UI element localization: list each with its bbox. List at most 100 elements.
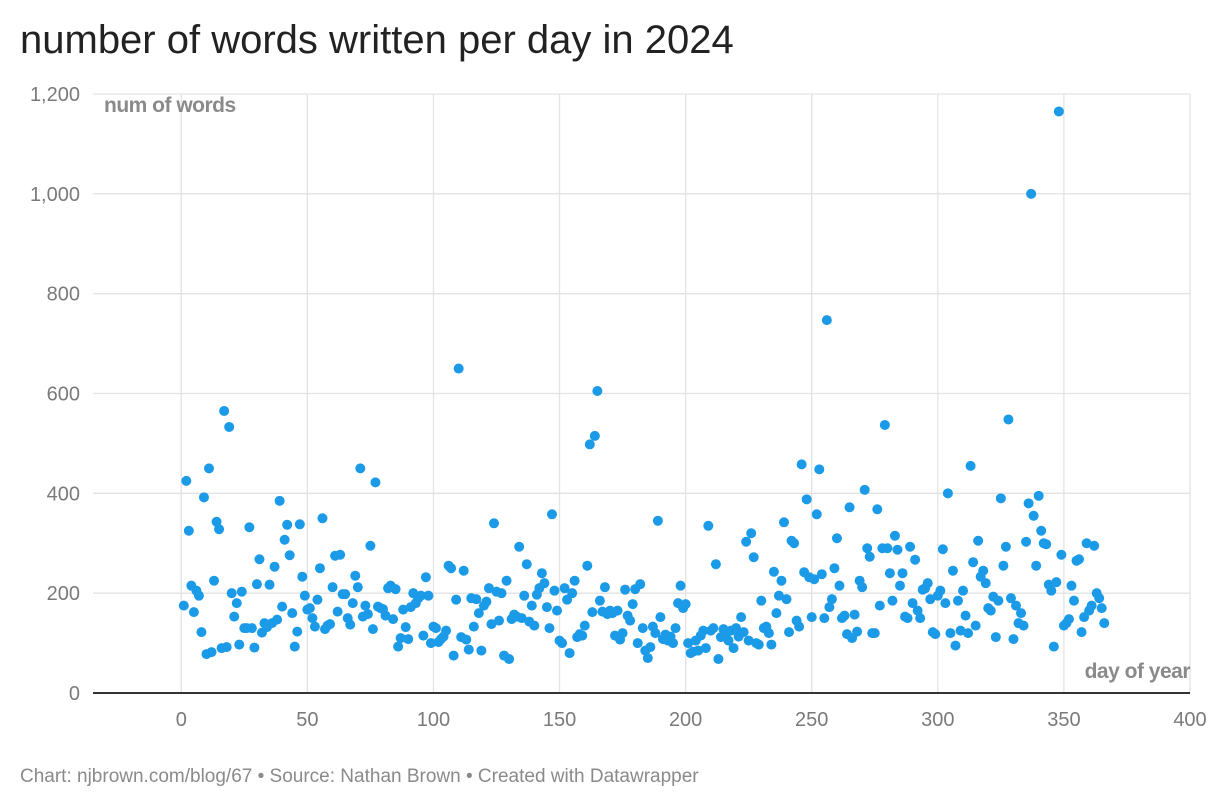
- x-tick-label: 300: [921, 709, 954, 731]
- data-point: [1099, 618, 1110, 629]
- data-point: [420, 572, 431, 583]
- data-point: [650, 628, 661, 639]
- data-point: [577, 630, 588, 641]
- data-point: [473, 608, 484, 619]
- data-point: [789, 538, 800, 549]
- data-point: [892, 544, 903, 555]
- y-tick-label: 1,200: [30, 84, 80, 106]
- data-point: [335, 549, 346, 560]
- data-point: [400, 622, 411, 633]
- x-tick-label: 0: [176, 709, 187, 731]
- data-point: [231, 598, 242, 609]
- data-point: [307, 613, 318, 624]
- data-point: [905, 541, 916, 552]
- data-point: [816, 569, 827, 580]
- data-point: [683, 638, 694, 649]
- data-point: [476, 645, 487, 656]
- data-point: [1096, 603, 1107, 614]
- data-point: [668, 638, 679, 649]
- data-point: [1008, 634, 1019, 645]
- data-point: [360, 600, 371, 611]
- data-point: [453, 363, 464, 374]
- data-point: [869, 628, 880, 639]
- data-point: [741, 536, 752, 547]
- data-points: [178, 106, 1110, 665]
- data-point: [781, 594, 792, 605]
- data-point: [859, 484, 870, 495]
- data-point: [557, 638, 568, 649]
- data-point: [1036, 525, 1047, 536]
- data-point: [980, 578, 991, 589]
- data-point: [393, 641, 404, 652]
- data-point: [496, 588, 507, 599]
- data-point: [887, 595, 898, 606]
- data-point: [778, 517, 789, 528]
- data-point: [915, 613, 926, 624]
- data-point: [468, 621, 479, 632]
- data-point: [183, 525, 194, 536]
- data-point: [287, 608, 298, 619]
- data-point: [642, 653, 653, 664]
- data-point: [294, 519, 305, 530]
- data-point: [587, 607, 598, 618]
- data-point: [304, 603, 315, 614]
- data-point: [612, 605, 623, 616]
- data-point: [463, 644, 474, 655]
- data-point: [350, 570, 361, 581]
- y-tick-label: 800: [47, 284, 80, 306]
- data-point: [269, 561, 280, 572]
- data-point: [945, 628, 956, 639]
- data-point: [415, 590, 426, 601]
- y-tick-label: 0: [69, 683, 80, 705]
- data-point: [345, 619, 356, 630]
- data-point: [985, 605, 996, 616]
- data-point: [592, 386, 603, 397]
- data-point: [423, 590, 434, 601]
- data-point: [965, 460, 976, 471]
- data-point: [814, 464, 825, 475]
- x-tick-label: 350: [1047, 709, 1080, 731]
- data-point: [874, 600, 885, 611]
- data-point: [458, 565, 469, 576]
- data-point: [675, 580, 686, 591]
- data-point: [902, 613, 913, 624]
- data-point: [529, 620, 540, 631]
- data-point: [852, 626, 863, 637]
- data-point: [481, 596, 492, 607]
- data-point: [209, 575, 220, 586]
- data-point: [494, 615, 505, 626]
- data-point: [723, 635, 734, 646]
- data-point: [756, 595, 767, 606]
- y-axis-title: num of words: [104, 94, 236, 117]
- data-point: [1094, 593, 1105, 604]
- data-point: [544, 623, 555, 634]
- data-point: [930, 629, 941, 640]
- data-point: [990, 632, 1001, 643]
- data-point: [897, 568, 908, 579]
- data-point: [879, 419, 890, 430]
- data-point: [1051, 577, 1062, 588]
- data-point: [973, 535, 984, 546]
- data-point: [834, 580, 845, 591]
- data-point: [403, 634, 414, 645]
- data-point: [1076, 627, 1087, 638]
- data-point: [1063, 614, 1074, 625]
- data-point: [1028, 510, 1039, 521]
- data-point: [910, 554, 921, 565]
- data-point: [743, 635, 754, 646]
- data-point: [584, 439, 595, 450]
- data-point: [282, 519, 293, 530]
- data-point: [884, 568, 895, 579]
- data-point: [1089, 540, 1100, 551]
- data-point: [355, 463, 366, 474]
- data-point: [178, 600, 189, 611]
- data-point: [1056, 549, 1067, 560]
- data-point: [325, 619, 336, 630]
- y-tick-label: 400: [47, 483, 80, 505]
- data-point: [731, 623, 742, 634]
- data-point: [289, 641, 300, 652]
- chart-title: number of words written per day in 2024: [20, 18, 734, 62]
- data-point: [617, 628, 628, 639]
- data-point: [1023, 498, 1034, 509]
- data-point: [806, 612, 817, 623]
